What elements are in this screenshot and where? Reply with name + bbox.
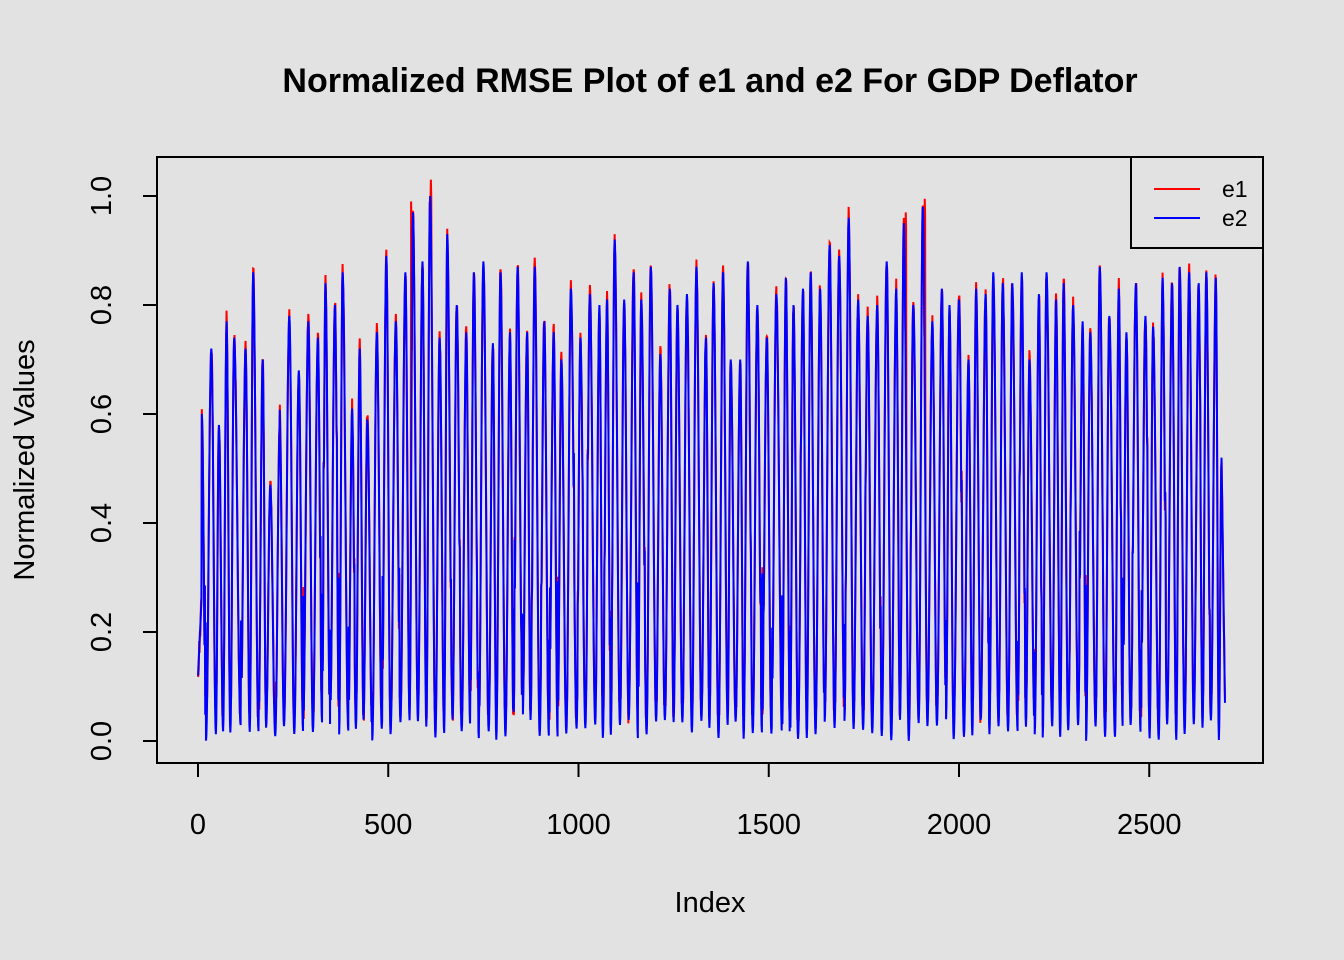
plot-area: [156, 156, 1264, 764]
series-layer: [197, 179, 1226, 741]
series-group: [197, 179, 1226, 741]
series-e2-line: [197, 195, 1226, 741]
x-tick-label: 1000: [546, 809, 611, 841]
x-axis-label: Index: [675, 887, 746, 919]
y-tick-label: 0.4: [86, 503, 118, 543]
y-tick-label: 0.8: [86, 285, 118, 325]
chart-title: Normalized RMSE Plot of e1 and e2 For GD…: [282, 62, 1137, 100]
y-tick-label: 0.2: [86, 612, 118, 652]
x-tick-label: 2500: [1117, 809, 1182, 841]
legend-box: [1130, 156, 1264, 249]
y-tick-label: 0.0: [86, 721, 118, 761]
x-tick-label: 1500: [736, 809, 801, 841]
x-tick-label: 0: [190, 809, 206, 841]
y-tick-label: 1.0: [86, 176, 118, 216]
legend-label-e1: e1: [1222, 176, 1248, 202]
y-axis: 0.0 0.2 0.4 0.6 0.8 1.0: [86, 176, 158, 761]
y-tick-label: 0.6: [86, 394, 118, 434]
x-axis: 0 500 1000 1500 2000 2500: [190, 762, 1182, 841]
x-tick-label: 2000: [927, 809, 992, 841]
legend-label-e2: e2: [1222, 205, 1248, 231]
x-tick-label: 500: [364, 809, 412, 841]
y-axis-label: Normalized Values: [9, 339, 41, 580]
